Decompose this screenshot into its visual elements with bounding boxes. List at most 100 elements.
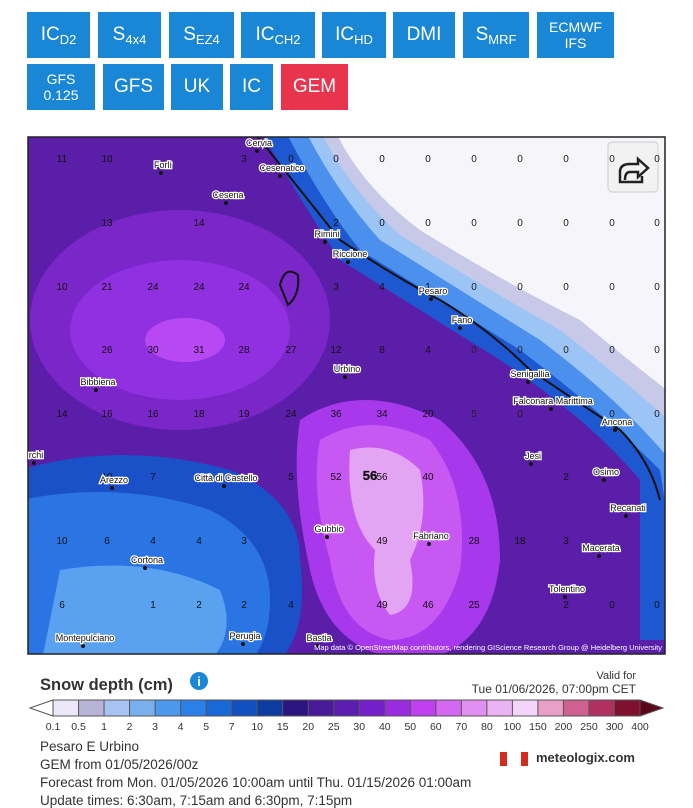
- legend-title: Snow depth (cm): [40, 676, 173, 694]
- button-text: GFS: [113, 76, 154, 97]
- legend-swatch: [78, 700, 105, 716]
- model-button[interactable]: UK: [171, 64, 223, 110]
- city-label: Cesena: [212, 190, 243, 200]
- model-button[interactable]: S4x4: [98, 12, 161, 58]
- grid-value: 0: [654, 345, 660, 356]
- city-label: Pesaro: [419, 286, 448, 296]
- grid-value: 0: [654, 282, 660, 293]
- legend-swatch: [129, 700, 156, 716]
- model-button[interactable]: ICCH2: [241, 12, 315, 58]
- model-button[interactable]: DMI: [393, 12, 455, 58]
- legend-tick-label: 40: [379, 721, 391, 733]
- grid-value: 2: [563, 472, 569, 483]
- legend-swatch: [461, 700, 488, 716]
- city-dot: [94, 388, 98, 392]
- city-dot: [110, 486, 114, 490]
- button-text: DMI: [406, 24, 442, 45]
- legend-swatch: [486, 700, 513, 716]
- model-button[interactable]: ICD2: [27, 12, 90, 58]
- grid-value: 10: [56, 282, 68, 293]
- grid-value: 3: [333, 282, 339, 293]
- grid-value: 0: [288, 154, 294, 165]
- city-dot: [346, 260, 350, 264]
- city-label: Macerata: [582, 543, 620, 553]
- grid-value: 34: [376, 409, 388, 420]
- legend-swatch: [333, 700, 360, 716]
- city-dot: [222, 484, 226, 488]
- grid-value: 0: [517, 345, 523, 356]
- button-sub: MRF: [488, 32, 517, 47]
- valid-label: Valid for: [596, 670, 636, 682]
- model-button[interactable]: ECMWF IFS: [537, 12, 614, 58]
- model-button[interactable]: IC: [230, 64, 273, 110]
- button-line: 0.125: [43, 87, 79, 103]
- grid-value: 0: [609, 154, 615, 165]
- city-label: Gubbio: [314, 524, 343, 534]
- button-label: SMRF: [475, 24, 517, 46]
- city-dot: [549, 407, 553, 411]
- brand: meteologix.com: [536, 750, 635, 765]
- city-dot: [32, 461, 36, 465]
- model-run: GEM from 01/05/2026/00z: [40, 757, 199, 772]
- grid-value: 40: [422, 472, 434, 483]
- map: 11 10 3 0 0 0 0 0 0 0 0 013 14 2 0 0 0 0 0 0 010 21 24 24 24 3 4 1 0…: [27, 136, 666, 655]
- button-label: IC: [242, 76, 261, 97]
- info-icon[interactable]: [190, 672, 208, 690]
- button-text: IC: [255, 24, 275, 45]
- grid-value: 0: [609, 409, 615, 420]
- legend-tick-label: 250: [580, 721, 598, 733]
- legend-tick-label: 150: [529, 721, 547, 733]
- grid-value: 28: [238, 345, 250, 356]
- city-label: Montepulciano: [56, 633, 115, 643]
- city-dot: [255, 149, 259, 153]
- city-dot: [529, 462, 533, 466]
- button-label: GEM: [293, 77, 336, 96]
- legend-arrow-low: [28, 699, 54, 717]
- button-sub: D2: [59, 32, 77, 47]
- grid-value: 0: [471, 282, 477, 293]
- city-dot: [315, 644, 319, 648]
- city-label: Forlì: [154, 160, 172, 170]
- legend-tick-label: 50: [404, 721, 416, 733]
- model-button[interactable]: SMRF: [463, 12, 529, 58]
- city-label: Ancona: [602, 417, 633, 427]
- city-label: Arezzo: [100, 475, 128, 485]
- model-button[interactable]: GFS 0.125: [27, 64, 95, 110]
- city-dot: [343, 375, 347, 379]
- city-label: Riccione: [333, 249, 368, 259]
- legend-arrow-high: [639, 699, 665, 717]
- grid-value: 0: [471, 154, 477, 165]
- grid-value: 7: [150, 472, 156, 483]
- grid-value: 3: [563, 536, 569, 547]
- model-button[interactable]: SEZ4: [169, 12, 234, 58]
- city-dot: [241, 642, 245, 646]
- model-button[interactable]: ICHD: [322, 12, 386, 58]
- grid-value: 0: [517, 154, 523, 165]
- legend-swatch: [384, 700, 411, 716]
- legend-tick-label: 15: [277, 721, 289, 733]
- grid-value: 0: [425, 218, 431, 229]
- city-dot: [429, 297, 433, 301]
- grid-value: 49: [376, 536, 388, 547]
- grid-value: 2: [333, 218, 339, 229]
- button-text: UK: [183, 76, 211, 97]
- legend-tick-label: 400: [631, 721, 649, 733]
- legend: Snow depth (cm) i Valid for Tue 01/06/20…: [28, 670, 665, 733]
- legend-swatch: [231, 700, 258, 716]
- button-text: IC: [242, 76, 261, 97]
- grid-value: 0: [379, 218, 385, 229]
- grid-value: 4: [150, 536, 156, 547]
- model-button[interactable]: GFS: [103, 64, 164, 110]
- button-text: S: [475, 24, 489, 45]
- legend-tick-label: 10: [251, 721, 263, 733]
- location: Pesaro E Urbino: [40, 739, 140, 754]
- grid-value: 0: [609, 282, 615, 293]
- button-sub: EZ4: [195, 32, 220, 47]
- button-line: GFS: [46, 71, 76, 87]
- grid-value: 56: [363, 468, 377, 483]
- grid-value: 31: [193, 345, 205, 356]
- model-button[interactable]: GEM: [281, 64, 348, 110]
- city-label: Cervia: [246, 138, 272, 148]
- share-button[interactable]: [607, 141, 659, 193]
- grid-value: 0: [609, 218, 615, 229]
